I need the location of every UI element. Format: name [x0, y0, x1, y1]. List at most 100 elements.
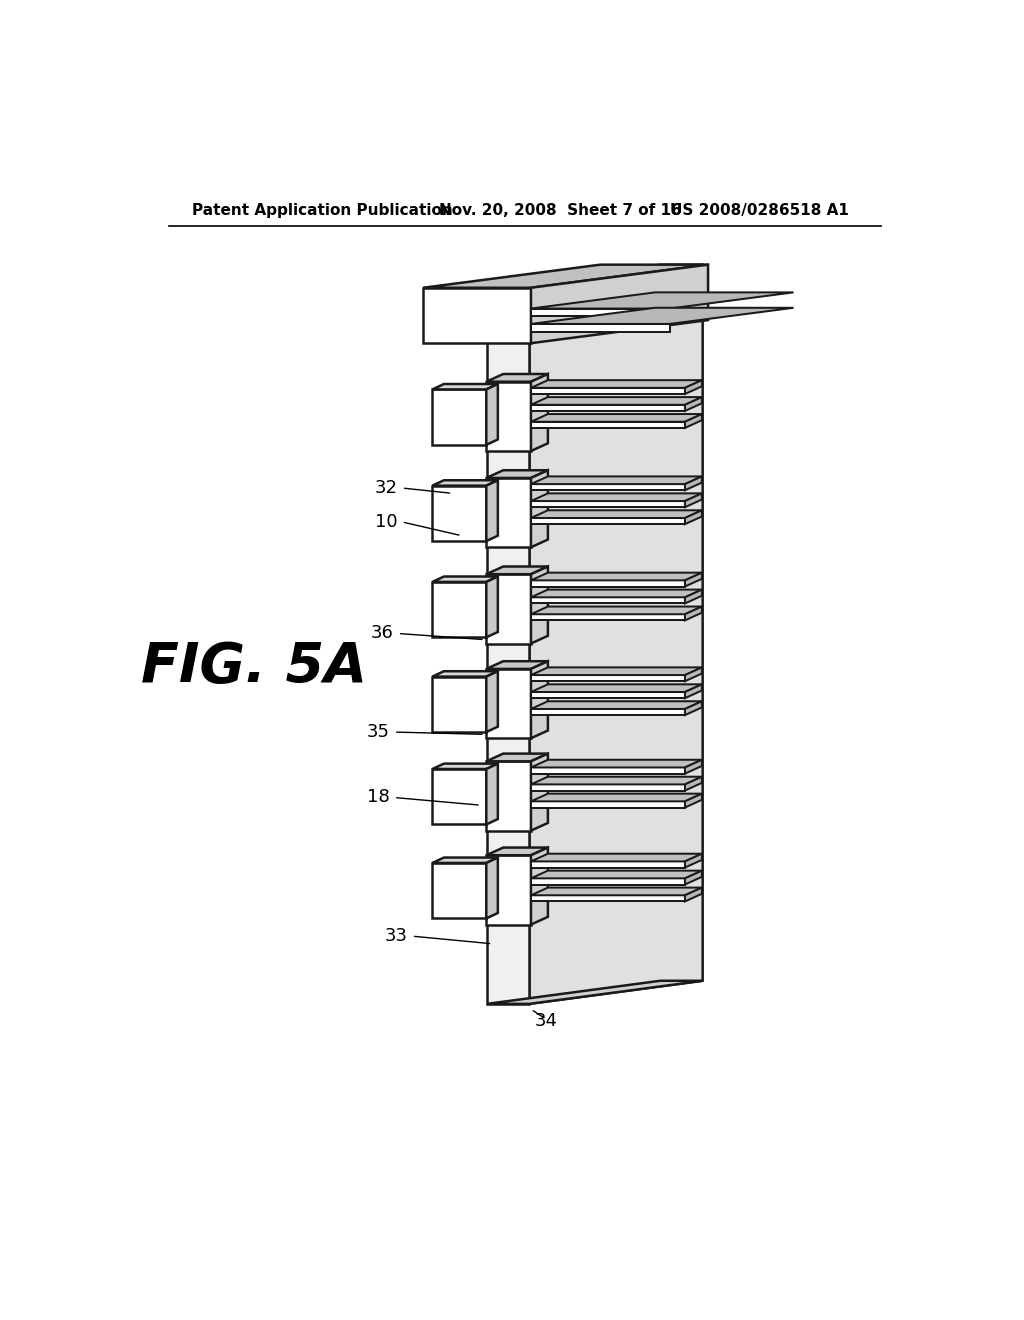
- Polygon shape: [531, 675, 685, 681]
- Polygon shape: [531, 414, 701, 422]
- Polygon shape: [531, 776, 701, 784]
- Polygon shape: [685, 684, 701, 698]
- Polygon shape: [685, 701, 701, 715]
- Polygon shape: [487, 264, 702, 288]
- Polygon shape: [487, 981, 702, 1003]
- Polygon shape: [531, 374, 548, 451]
- Polygon shape: [685, 854, 701, 867]
- Polygon shape: [486, 858, 498, 919]
- Polygon shape: [432, 480, 498, 486]
- Polygon shape: [531, 309, 670, 317]
- Polygon shape: [531, 854, 701, 862]
- Polygon shape: [486, 754, 548, 762]
- Polygon shape: [486, 762, 531, 830]
- Polygon shape: [487, 288, 529, 1003]
- Text: 36: 36: [371, 624, 394, 643]
- Polygon shape: [486, 855, 531, 924]
- Polygon shape: [423, 264, 708, 288]
- Polygon shape: [432, 677, 486, 733]
- Polygon shape: [486, 661, 548, 669]
- Polygon shape: [432, 671, 498, 677]
- Polygon shape: [531, 494, 701, 502]
- Text: Nov. 20, 2008  Sheet 7 of 16: Nov. 20, 2008 Sheet 7 of 16: [438, 203, 681, 218]
- Polygon shape: [486, 566, 548, 574]
- Polygon shape: [531, 895, 685, 902]
- Polygon shape: [531, 661, 548, 738]
- Text: 33: 33: [385, 927, 408, 945]
- Polygon shape: [531, 754, 548, 830]
- Polygon shape: [531, 709, 685, 715]
- Polygon shape: [531, 793, 701, 801]
- Polygon shape: [685, 607, 701, 620]
- Polygon shape: [486, 374, 548, 381]
- Text: US 2008/0286518 A1: US 2008/0286518 A1: [670, 203, 849, 218]
- Polygon shape: [432, 577, 498, 582]
- Polygon shape: [531, 517, 685, 524]
- Polygon shape: [531, 323, 670, 331]
- Polygon shape: [685, 887, 701, 902]
- Polygon shape: [531, 308, 794, 323]
- Polygon shape: [531, 847, 548, 924]
- Polygon shape: [531, 692, 685, 698]
- Polygon shape: [486, 847, 548, 855]
- Polygon shape: [531, 573, 701, 581]
- Polygon shape: [685, 511, 701, 524]
- Polygon shape: [486, 671, 498, 733]
- Polygon shape: [486, 763, 498, 825]
- Text: 18: 18: [368, 788, 390, 807]
- Polygon shape: [531, 397, 701, 405]
- Polygon shape: [531, 878, 685, 884]
- Polygon shape: [531, 862, 685, 867]
- Polygon shape: [531, 614, 685, 620]
- Polygon shape: [486, 384, 498, 445]
- Polygon shape: [486, 574, 531, 644]
- Polygon shape: [531, 422, 685, 428]
- Polygon shape: [531, 801, 685, 808]
- Polygon shape: [685, 776, 701, 791]
- Polygon shape: [531, 598, 685, 603]
- Polygon shape: [432, 858, 498, 863]
- Polygon shape: [685, 397, 701, 411]
- Polygon shape: [432, 582, 486, 638]
- Polygon shape: [531, 581, 685, 586]
- Polygon shape: [531, 511, 701, 517]
- Polygon shape: [531, 684, 701, 692]
- Polygon shape: [685, 477, 701, 490]
- Polygon shape: [531, 405, 685, 411]
- Polygon shape: [531, 484, 685, 490]
- Polygon shape: [432, 763, 498, 770]
- Polygon shape: [685, 590, 701, 603]
- Text: FIG. 5A: FIG. 5A: [140, 640, 367, 693]
- Polygon shape: [685, 760, 701, 774]
- Polygon shape: [531, 887, 701, 895]
- Polygon shape: [685, 793, 701, 808]
- Polygon shape: [531, 293, 794, 309]
- Polygon shape: [486, 381, 531, 451]
- Polygon shape: [531, 566, 548, 644]
- Polygon shape: [432, 770, 486, 825]
- Polygon shape: [486, 577, 498, 638]
- Text: 10: 10: [375, 513, 397, 531]
- Polygon shape: [531, 871, 701, 878]
- Polygon shape: [432, 863, 486, 919]
- Polygon shape: [685, 494, 701, 507]
- Polygon shape: [531, 767, 685, 774]
- Polygon shape: [685, 573, 701, 586]
- Polygon shape: [531, 784, 685, 791]
- Text: 32: 32: [375, 479, 397, 496]
- Polygon shape: [423, 288, 531, 343]
- Polygon shape: [531, 590, 701, 598]
- Polygon shape: [486, 669, 531, 738]
- Text: 34: 34: [535, 1012, 558, 1030]
- Polygon shape: [531, 477, 701, 484]
- Polygon shape: [685, 380, 701, 395]
- Polygon shape: [529, 264, 702, 1003]
- Polygon shape: [486, 478, 531, 548]
- Polygon shape: [486, 470, 548, 478]
- Polygon shape: [531, 264, 708, 343]
- Polygon shape: [531, 701, 701, 709]
- Polygon shape: [531, 380, 701, 388]
- Polygon shape: [531, 760, 701, 767]
- Text: Patent Application Publication: Patent Application Publication: [193, 203, 453, 218]
- Text: 35: 35: [367, 723, 390, 741]
